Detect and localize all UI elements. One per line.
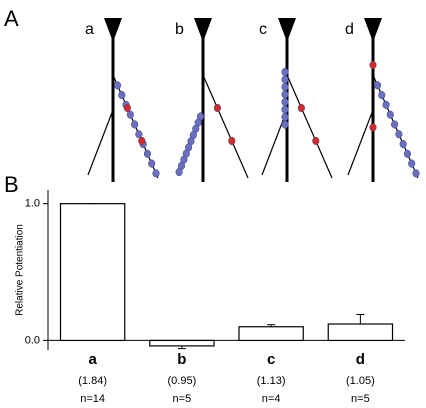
x-tick-label: c xyxy=(267,351,275,368)
category-note: (1.13) xyxy=(257,375,286,387)
synapse-dot xyxy=(297,103,305,113)
synapse-dot xyxy=(148,159,156,168)
dendrite xyxy=(87,109,114,176)
neuron-label: c xyxy=(259,21,267,38)
neuron-label: b xyxy=(175,21,184,38)
bar xyxy=(149,339,215,347)
panel-label: A xyxy=(4,6,19,31)
synapse-dot xyxy=(395,130,403,139)
synapse-dot xyxy=(123,103,131,113)
synapse-dot xyxy=(281,97,289,107)
bar xyxy=(327,323,394,342)
category-count: n=14 xyxy=(80,393,105,405)
y-tick-label: 0.0 xyxy=(25,334,40,346)
synapse-dot xyxy=(228,136,236,145)
synapse-dot xyxy=(281,67,289,77)
dendrite xyxy=(286,74,333,179)
soma xyxy=(364,18,382,42)
synapse-dot xyxy=(403,149,411,158)
synapse-dot xyxy=(369,123,377,132)
synapse-dot xyxy=(408,159,416,168)
y-tick-label: 1.0 xyxy=(25,198,40,210)
synapse-dot xyxy=(281,120,289,129)
category-note: (1.84) xyxy=(78,375,107,387)
category-count: n=4 xyxy=(262,393,281,405)
synapse-dot xyxy=(382,100,390,109)
category-count: n=5 xyxy=(173,393,192,405)
y-axis-label: Relative Potentiation xyxy=(15,224,26,316)
synapse-dot xyxy=(373,81,382,90)
soma xyxy=(278,18,296,42)
synapse-dot xyxy=(281,90,289,99)
synapse-dot xyxy=(126,110,134,119)
synapse-dot xyxy=(281,105,289,114)
neuron-label: a xyxy=(85,21,94,38)
synapse-dot xyxy=(143,149,151,158)
bar xyxy=(59,203,126,342)
dendrite xyxy=(347,109,374,176)
synapse-dot xyxy=(386,110,394,119)
x-tick-label: b xyxy=(177,351,186,368)
soma xyxy=(194,18,212,42)
category-count: n=5 xyxy=(351,393,370,405)
synapse-dot xyxy=(412,169,420,178)
synapse-dot xyxy=(175,168,183,177)
synapse-dot xyxy=(312,136,320,145)
synapse-dot xyxy=(213,103,221,113)
synapse-dot xyxy=(281,82,289,92)
synapse-dot xyxy=(399,139,407,149)
synapse-dot xyxy=(118,91,126,100)
x-tick-label: d xyxy=(356,351,365,368)
synapse-dot xyxy=(152,169,160,178)
synapse-dot xyxy=(281,112,289,122)
soma xyxy=(104,18,122,42)
dendrite xyxy=(202,74,249,179)
dendrite xyxy=(261,109,288,176)
panel-label: B xyxy=(4,172,19,197)
bar xyxy=(238,326,304,342)
category-note: (0.95) xyxy=(168,375,197,387)
synapse-dot xyxy=(131,120,139,129)
synapse-dot xyxy=(378,91,386,100)
neuron-label: d xyxy=(345,21,354,38)
synapse-dot xyxy=(369,60,377,70)
x-tick-label: a xyxy=(88,351,97,368)
synapse-dot xyxy=(113,81,122,90)
synapse-dot xyxy=(138,136,146,145)
synapse-dot xyxy=(135,130,143,139)
category-note: (1.05) xyxy=(346,375,375,387)
synapse-dot xyxy=(281,75,289,84)
synapse-dot xyxy=(391,120,399,129)
